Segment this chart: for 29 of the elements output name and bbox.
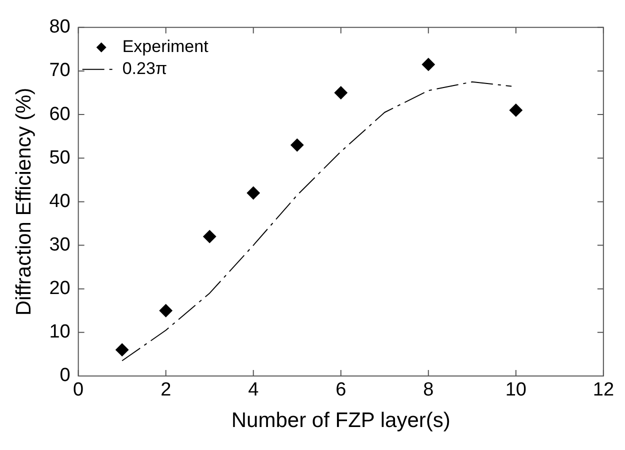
x-axis-title: Number of FZP layer(s) [231, 409, 450, 432]
y-tick-label: 60 [49, 104, 70, 125]
y-tick-label: 40 [49, 190, 70, 212]
x-tick-label: 6 [336, 380, 346, 401]
y-tick-label: 70 [49, 60, 70, 82]
y-tick-label: 50 [49, 147, 70, 168]
y-tick-label: 80 [49, 16, 70, 38]
point [509, 104, 522, 117]
x-tick-label: 10 [505, 380, 526, 401]
x-tick-label: 0 [73, 380, 84, 401]
x-tick-label: 2 [160, 380, 172, 401]
x-tick-label: 12 [592, 380, 614, 401]
point [246, 186, 260, 200]
legend-label: Experiment [122, 37, 209, 56]
point [422, 58, 435, 71]
point [290, 138, 304, 152]
y-tick-label: 10 [49, 322, 70, 343]
line-series [122, 81, 512, 362]
point [203, 230, 216, 244]
legend-label: 0.23π [122, 59, 168, 78]
point [334, 86, 348, 100]
y-tick-label: 30 [49, 234, 70, 256]
y-tick-label: 20 [49, 278, 70, 300]
point [116, 343, 129, 356]
y-tick-label: 0 [60, 365, 70, 386]
point [159, 304, 172, 318]
x-tick-label: 8 [423, 380, 434, 401]
y-axis-title: Diffraction Efficiency (%) [12, 88, 36, 316]
x-tick-label: 4 [248, 380, 260, 401]
